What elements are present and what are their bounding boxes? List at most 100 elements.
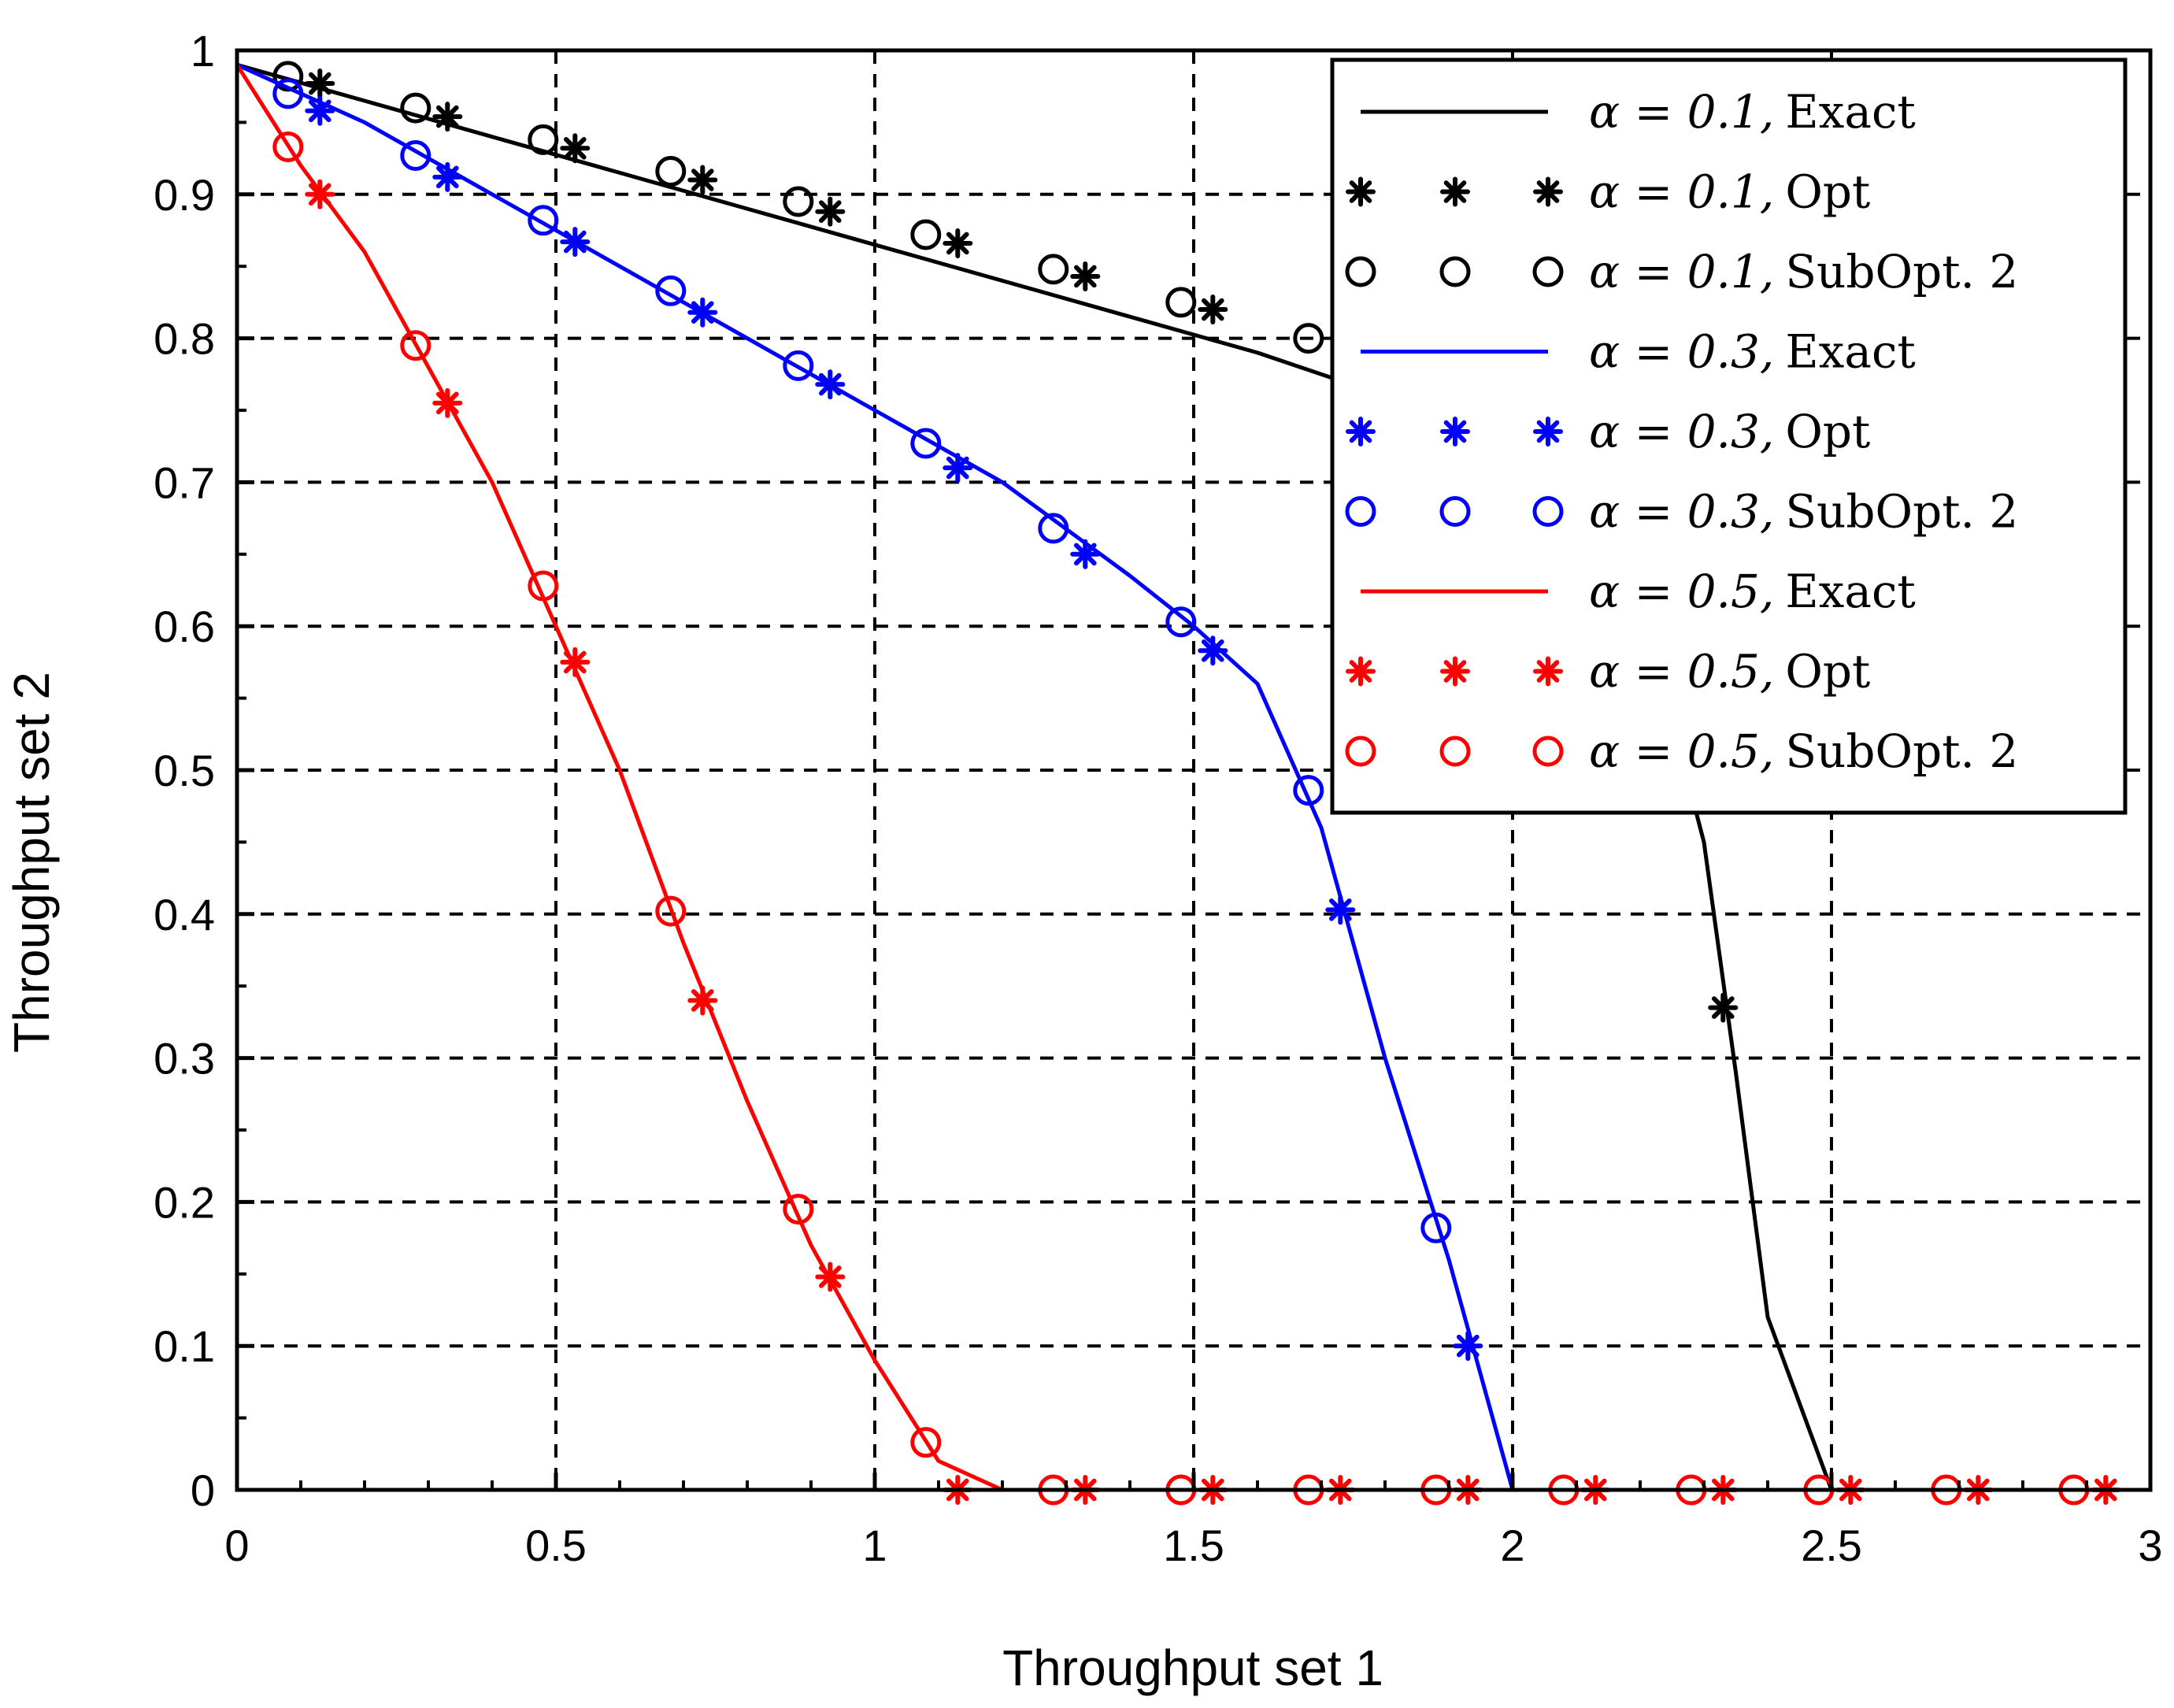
data-point-star-4-0 [305,95,335,126]
legend-star-swatch [1346,176,1376,207]
data-point-circle-5-7 [1165,606,1197,638]
legend-alpha: α = 0.1, [1589,245,1774,298]
series-6 [235,63,1004,1492]
legend-entry-0: α = 0.1, Exact [1361,85,1916,139]
data-point-circle-2-4 [783,186,814,217]
legend-method: Exact [1785,85,1915,139]
series-3 [235,63,1526,1492]
legend-alpha: α = 0.1, [1589,85,1774,139]
legend-alpha: α = 0.5, [1589,565,1774,618]
x-tick-label-0: 0 [224,1521,249,1570]
legend-circle-swatch [1345,256,1376,287]
tick-labels: 0 0.5 1 1.5 2 2.5 3 0 0.1 0.2 0.3 0.4 0.5 0.6 0.7 0.8 0.… [154,26,2162,1570]
y-tick-label-5: 0.5 [154,746,215,795]
data-point-star-4-8 [1325,895,1356,925]
series-5 [272,78,1452,1243]
data-point-star-1-5 [943,228,973,258]
legend-star-swatch [1346,656,1376,687]
legend-label-0: α = 0.1, Exact [1589,85,1916,139]
y-tick-label-3: 0.3 [154,1034,215,1084]
data-point-circle-8-2 [528,570,559,602]
series-line-3 [235,63,1526,1492]
y-tick-label-1: 0.1 [154,1321,215,1371]
legend-entry-8: α = 0.5, SubOpt. 2 [1345,724,2018,778]
legend-circle-swatch [1345,496,1376,527]
data-point-star-4-7 [1198,635,1228,666]
legend-method: Opt [1785,165,1870,219]
legend-label-6: α = 0.5, Exact [1589,565,1916,618]
legend-star-swatch [1440,656,1470,687]
data-point-circle-5-0 [272,78,304,109]
data-point-circle-2-1 [400,92,431,124]
y-tick-label-0: 0 [191,1465,215,1515]
legend-label-8: α = 0.5, SubOpt. 2 [1589,724,2018,778]
legend-alpha: α = 0.1, [1589,165,1774,219]
series-line-6 [235,63,1004,1492]
x-tick-label-6: 3 [2138,1521,2162,1570]
data-point-circle-2-5 [910,219,942,250]
data-point-star-1-3 [687,165,718,195]
series-line-0 [236,62,1834,1491]
legend-label-1: α = 0.1, Opt [1589,165,1870,219]
series-4 [305,95,1483,1362]
legend-entry-6: α = 0.5, Exact [1361,565,1916,618]
data-point-star-1-7 [1198,295,1228,325]
data-point-circle-8-0 [272,131,304,162]
data-point-star-1-8 [1708,992,1739,1023]
legend-entry-3: α = 0.3, Exact [1361,325,1916,379]
legend-circle-swatch [1439,735,1471,767]
series-1 [305,69,1739,1023]
legend-star-swatch [1533,656,1563,687]
data-point-star-4-3 [687,297,718,328]
data-point-circle-5-6 [1038,513,1069,544]
legend-entry-5: α = 0.3, SubOpt. 2 [1345,485,2018,539]
data-point-circle-2-6 [1038,254,1069,285]
data-point-star-4-5 [943,453,973,484]
y-tick-label-4: 0.4 [154,890,215,939]
legend-method: SubOpt. 2 [1785,485,2018,539]
data-point-circle-8-4 [783,1194,814,1225]
data-point-circle-5-8 [1293,775,1324,806]
legend-entry-7: α = 0.5, Opt [1346,645,1870,698]
y-tick-label-9: 0.9 [154,170,215,220]
legend-circle-swatch [1532,496,1564,527]
data-point-circle-5-1 [400,139,431,171]
data-point-star-7-1 [432,387,463,418]
y-tick-label-7: 0.7 [154,458,215,507]
series-2 [272,61,1324,354]
data-point-star-4-2 [560,227,591,257]
legend-label-3: α = 0.3, Exact [1589,325,1916,379]
y-tick-label-6: 0.6 [154,602,215,651]
legend-alpha: α = 0.3, [1589,405,1774,458]
data-point-circle-5-2 [528,205,559,236]
legend-alpha: α = 0.5, [1589,645,1774,698]
y-tick-label-8: 0.8 [154,314,215,364]
legend-star-swatch [1533,417,1563,446]
data-point-circle-5-3 [655,275,687,306]
x-tick-label-2: 1 [862,1521,887,1570]
data-point-star-1-1 [432,102,463,132]
legend-circle-swatch [1532,256,1564,287]
data-point-star-4-4 [815,369,846,400]
legend-alpha: α = 0.5, [1589,724,1774,778]
legend-circle-swatch [1532,735,1564,767]
data-point-star-4-1 [432,161,463,192]
legend-star-swatch [1533,176,1563,207]
axes [235,48,2153,1492]
legend-method: Opt [1785,405,1870,458]
legend-method: SubOpt. 2 [1785,245,2018,298]
data-point-circle-2-7 [1165,287,1197,318]
data-point-star-1-4 [815,196,846,227]
data-point-circle-5-5 [910,428,942,459]
legend-star-swatch [1346,417,1376,446]
data-point-circle-8-3 [655,895,687,927]
x-tick-label-1: 0.5 [525,1521,587,1570]
data-point-star-4-6 [1070,539,1101,569]
legend-label-4: α = 0.3, Opt [1589,405,1870,458]
legend-label-5: α = 0.3, SubOpt. 2 [1589,485,2018,539]
data-point-star-7-3 [687,985,718,1016]
legend-star-swatch [1440,176,1470,207]
data-point-star-4-9 [1453,1331,1483,1362]
legend-method: Exact [1785,565,1915,618]
legend-circle-swatch [1439,256,1471,287]
